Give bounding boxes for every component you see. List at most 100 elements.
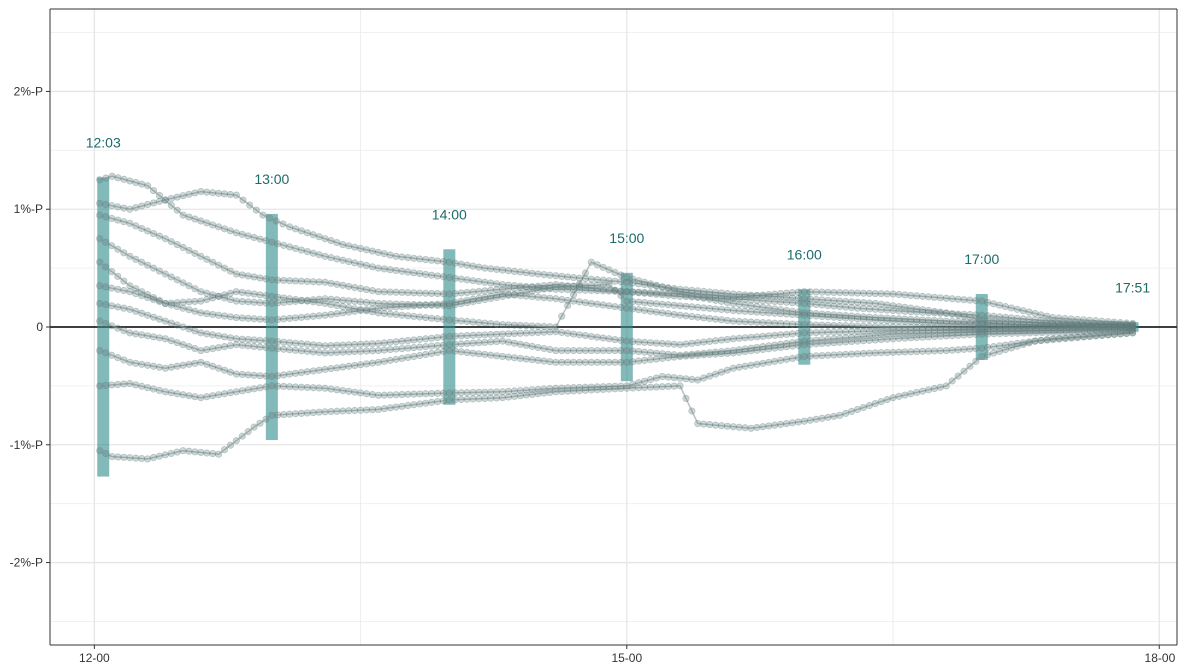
data-point <box>398 337 406 345</box>
data-point <box>356 284 365 293</box>
data-point <box>339 256 347 264</box>
axes: 2%-P1%-P0-1%-P-2%-P12-00 15-00 18-00 <box>10 8 1178 665</box>
data-point <box>1074 321 1082 329</box>
data-point <box>380 405 388 413</box>
data-point <box>830 311 838 319</box>
data-point <box>1074 323 1082 332</box>
data-point <box>913 308 921 316</box>
data-point <box>427 314 436 322</box>
data-point <box>575 280 584 288</box>
data-point <box>291 346 300 354</box>
data-point <box>528 386 536 394</box>
data-point <box>966 325 974 334</box>
data-point <box>901 326 909 334</box>
data-point <box>345 257 353 266</box>
data-point <box>433 272 442 280</box>
data-point <box>120 286 128 295</box>
data-point <box>392 338 400 346</box>
data-point <box>427 389 436 398</box>
data-point <box>149 199 158 207</box>
data-point <box>558 346 566 355</box>
data-point <box>564 329 572 337</box>
data-point <box>457 395 465 404</box>
data-point <box>1074 328 1082 336</box>
data-point <box>351 340 359 349</box>
data-point <box>623 288 631 296</box>
data-point <box>1001 313 1010 321</box>
data-point <box>368 390 377 399</box>
data-point <box>587 358 595 366</box>
data-point <box>522 322 530 330</box>
data-point <box>333 348 341 356</box>
data-point <box>1110 320 1118 328</box>
data-point <box>771 305 779 313</box>
data-point <box>652 281 660 289</box>
data-point <box>948 332 956 340</box>
data-point <box>794 320 802 328</box>
data-point <box>220 333 229 341</box>
data-point <box>126 379 134 388</box>
data-point <box>611 268 619 277</box>
data-point <box>102 213 110 221</box>
data-point <box>842 350 850 358</box>
data-point <box>333 301 341 310</box>
data-point <box>836 297 844 305</box>
data-point <box>268 372 276 381</box>
data-point <box>297 340 306 348</box>
data-point <box>155 232 164 240</box>
data-point <box>635 348 643 356</box>
data-point <box>694 287 702 295</box>
data-point <box>1055 314 1063 322</box>
data-point <box>232 370 240 378</box>
data-point <box>741 292 749 301</box>
data-point <box>374 391 382 399</box>
data-point <box>972 297 980 305</box>
data-point <box>1061 334 1069 342</box>
data-point <box>711 337 720 345</box>
data-point <box>368 308 377 316</box>
data-point <box>1122 323 1131 331</box>
data-point <box>830 321 838 330</box>
data-point <box>1104 320 1112 328</box>
data-point <box>865 315 873 324</box>
data-point <box>345 362 353 370</box>
data-point <box>215 311 223 319</box>
data-point <box>1002 329 1010 338</box>
data-point <box>220 225 229 233</box>
data-point <box>889 326 897 335</box>
data-point <box>498 292 507 300</box>
data-point <box>990 316 998 325</box>
data-point <box>1044 324 1052 332</box>
data-point <box>682 340 690 348</box>
data-point <box>706 288 714 296</box>
data-point <box>333 280 341 288</box>
data-point <box>605 385 613 393</box>
data-point <box>226 368 235 376</box>
data-point <box>1116 320 1124 328</box>
data-point <box>463 288 471 297</box>
data-point <box>694 351 702 359</box>
data-point <box>617 358 625 366</box>
data-point <box>617 271 625 279</box>
data-point <box>339 386 347 395</box>
data-point <box>469 298 477 306</box>
data-point <box>617 382 625 390</box>
data-point <box>966 328 974 336</box>
data-point <box>445 258 453 266</box>
data-point <box>445 389 453 397</box>
data-point <box>676 374 684 382</box>
data-point <box>404 300 412 309</box>
data-point <box>640 377 649 385</box>
data-point <box>410 302 418 310</box>
data-point <box>96 282 104 290</box>
data-point <box>978 320 986 328</box>
data-point <box>386 266 394 274</box>
data-point <box>652 289 660 297</box>
data-point <box>220 312 229 320</box>
data-point <box>765 319 773 327</box>
data-point <box>688 293 696 301</box>
data-point <box>753 360 761 368</box>
data-point <box>1080 333 1088 341</box>
data-point <box>581 269 589 277</box>
